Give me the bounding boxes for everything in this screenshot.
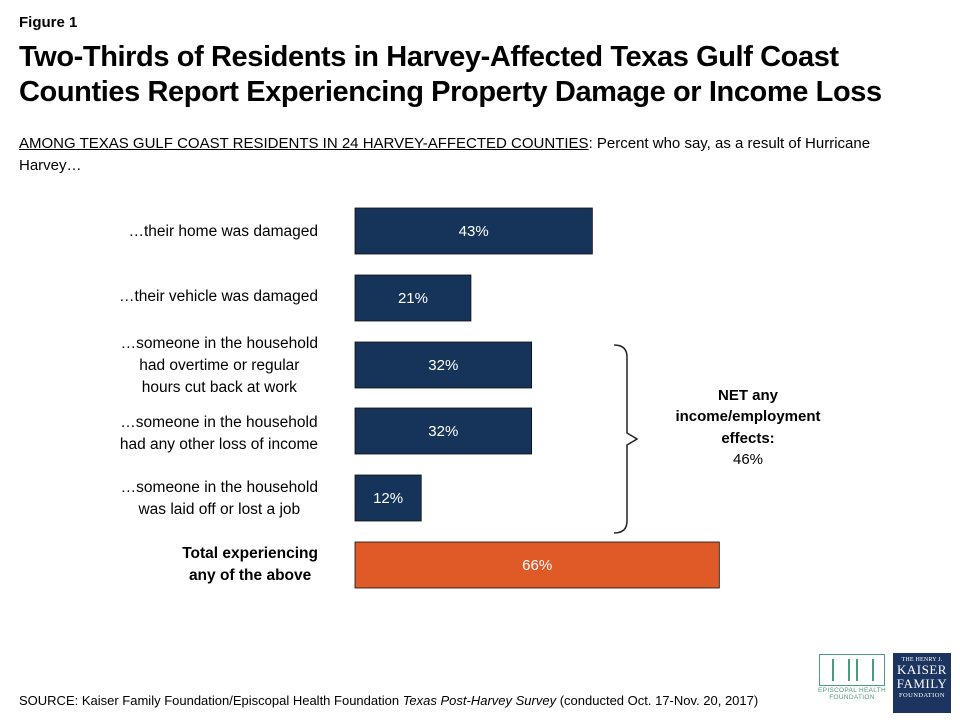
net-bracket	[613, 344, 639, 534]
kff-logo: THE HENRY J. KAISER FAMILY FOUNDATION	[893, 653, 951, 713]
ehf-logo: EPISCOPAL HEALTH FOUNDATION	[818, 654, 886, 702]
net-annotation: NET any income/employment effects: 46%	[648, 385, 848, 470]
bar-other-income-loss	[354, 407, 533, 455]
figure-label: Figure 1	[19, 14, 78, 31]
category-label-other-income-loss: …someone in the household had any other l…	[119, 414, 318, 453]
ehf-logo-mark	[819, 654, 885, 686]
category-label-home-damaged: …their home was damaged	[128, 223, 318, 240]
source-note: SOURCE: Kaiser Family Foundation/Episcop…	[19, 693, 759, 708]
bar-laid-off	[354, 474, 422, 522]
bar-value-label-hours-cut: 32%	[428, 357, 458, 374]
chart-title: Two-Thirds of Residents in Harvey-Affect…	[19, 41, 882, 109]
bar-total	[354, 541, 720, 589]
subtitle-population: AMONG TEXAS GULF COAST RESIDENTS IN 24 H…	[19, 135, 589, 152]
bar-value-label-total: 66%	[522, 557, 552, 574]
chart-subtitle: AMONG TEXAS GULF COAST RESIDENTS IN 24 H…	[19, 133, 879, 177]
bar-hours-cut	[354, 341, 533, 389]
bar-home-damaged	[354, 207, 593, 255]
category-label-total: Total experiencing any of the above	[182, 545, 318, 584]
net-annotation-title: NET any income/employment effects:	[675, 387, 821, 447]
subtitle-question: : Percent who say, as a result of Hurric…	[19, 135, 871, 174]
ehf-logo-line2: FOUNDATION	[829, 693, 875, 701]
bar-value-label-vehicle-damaged: 21%	[398, 290, 428, 307]
ehf-logo-line1: EPISCOPAL HEALTH	[818, 687, 886, 694]
category-label-vehicle-damaged: …their vehicle was damaged	[118, 288, 318, 305]
net-annotation-value: 46%	[732, 450, 764, 468]
kff-logo-line1: THE HENRY J.	[901, 657, 943, 663]
bar-vehicle-damaged	[354, 274, 472, 322]
category-label-hours-cut: …someone in the household had overtime or…	[120, 335, 318, 396]
bar-value-label-home-damaged: 43%	[459, 223, 489, 240]
kff-logo-line3: FAMILY	[896, 675, 948, 691]
category-label-laid-off: …someone in the household was laid off or…	[120, 479, 318, 518]
kff-logo-line4: FOUNDATION	[899, 692, 945, 700]
bar-value-label-other-income-loss: 32%	[428, 423, 458, 440]
bar-value-label-laid-off: 12%	[373, 490, 403, 507]
kff-logo-line2: KAISER	[897, 662, 947, 677]
